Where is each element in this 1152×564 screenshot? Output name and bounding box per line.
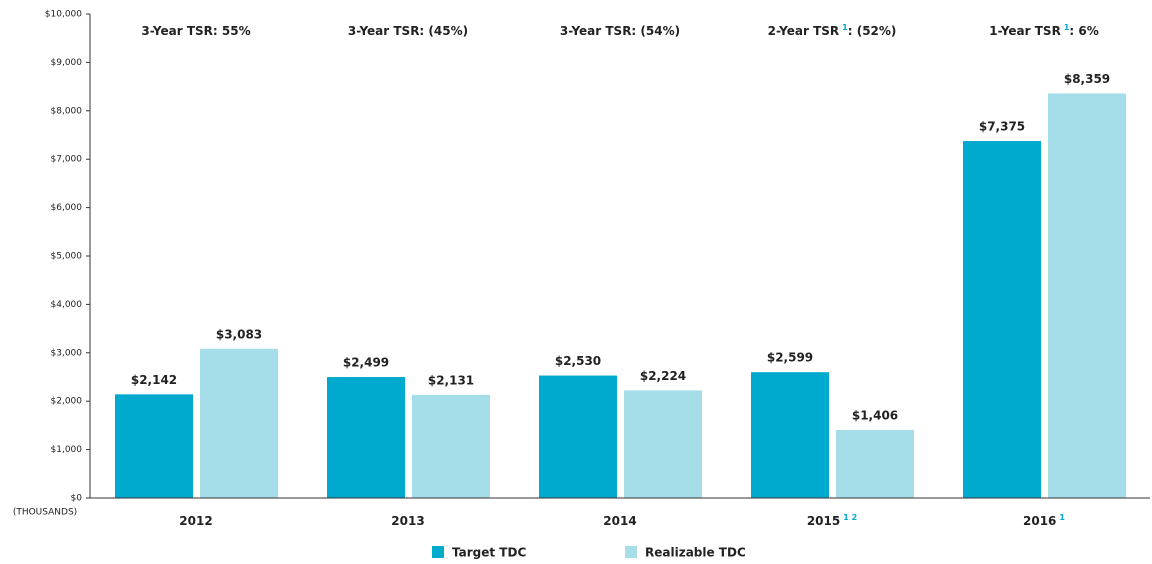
annotation-text: 3-Year TSR: (45%) <box>348 24 468 38</box>
y-tick-label: $7,000 <box>51 155 83 165</box>
footnote: 1 <box>1059 513 1065 522</box>
annotation-text: 2-Year TSR <box>768 24 840 38</box>
legend-label: Target TDC <box>452 546 526 560</box>
bar <box>624 390 702 498</box>
bar <box>836 429 914 498</box>
x-tick-label: 2016 1 <box>1023 513 1065 528</box>
category: 2015 <box>807 514 840 528</box>
footnote: 1 <box>842 23 848 32</box>
footnote: 1 <box>1064 23 1070 32</box>
y-tick-label: $3,000 <box>51 348 83 358</box>
category: 2013 <box>391 514 424 528</box>
value-label: $3,083 <box>216 327 262 341</box>
annotation: 3-Year TSR: 55% <box>141 24 250 38</box>
y-tick-label: $9,000 <box>51 58 83 68</box>
y-tick-label: $6,000 <box>51 203 83 213</box>
x-tick-label: 2014 <box>603 514 636 528</box>
x-tick-label: 2015 1 2 <box>807 513 857 528</box>
annotation-text: 3-Year TSR: (54%) <box>560 24 680 38</box>
legend-label: Realizable TDC <box>645 546 746 560</box>
value-label: $2,131 <box>428 373 474 387</box>
bar <box>327 377 405 498</box>
annotation: 3-Year TSR: (45%) <box>348 24 468 38</box>
value-label: $2,499 <box>343 356 389 370</box>
annotation-text: : (52%) <box>848 24 897 38</box>
unit-label: (THOUSANDS) <box>13 508 77 518</box>
bar <box>963 141 1041 499</box>
legend-swatch <box>625 546 637 558</box>
y-tick-label: $8,000 <box>51 106 83 116</box>
bar <box>200 348 278 498</box>
bar <box>1048 93 1126 498</box>
annotation: 1-Year TSR 1: 6% <box>989 23 1099 38</box>
category: 2014 <box>603 514 636 528</box>
bar <box>539 375 617 498</box>
bar <box>412 394 490 498</box>
bar <box>751 372 829 498</box>
y-tick-label: $1,000 <box>51 445 83 455</box>
y-tick-label: $10,000 <box>45 10 82 20</box>
value-label: $2,142 <box>131 373 177 387</box>
category: 2012 <box>179 514 212 528</box>
y-tick-label: $4,000 <box>51 300 83 310</box>
x-tick-label: 2012 <box>179 514 212 528</box>
y-tick-label: $0 <box>71 494 83 504</box>
annotation-text: : 6% <box>1069 24 1098 38</box>
y-tick-label: $5,000 <box>51 252 83 262</box>
value-label: $2,224 <box>640 369 686 383</box>
value-label: $7,375 <box>979 120 1025 134</box>
x-tick-label: 2013 <box>391 514 424 528</box>
y-tick-label: $2,000 <box>51 397 83 407</box>
footnote: 1 2 <box>843 513 857 522</box>
annotation: 3-Year TSR: (54%) <box>560 24 680 38</box>
value-label: $8,359 <box>1064 72 1110 86</box>
annotation-text: 1-Year TSR <box>989 24 1061 38</box>
value-label: $2,599 <box>767 351 813 365</box>
category: 2016 <box>1023 514 1056 528</box>
value-label: $2,530 <box>555 354 601 368</box>
legend-swatch <box>432 546 444 558</box>
annotation: 2-Year TSR 1: (52%) <box>768 23 897 38</box>
bar <box>115 394 193 498</box>
annotation-text: 3-Year TSR: 55% <box>141 24 250 38</box>
value-label: $1,406 <box>852 408 898 422</box>
